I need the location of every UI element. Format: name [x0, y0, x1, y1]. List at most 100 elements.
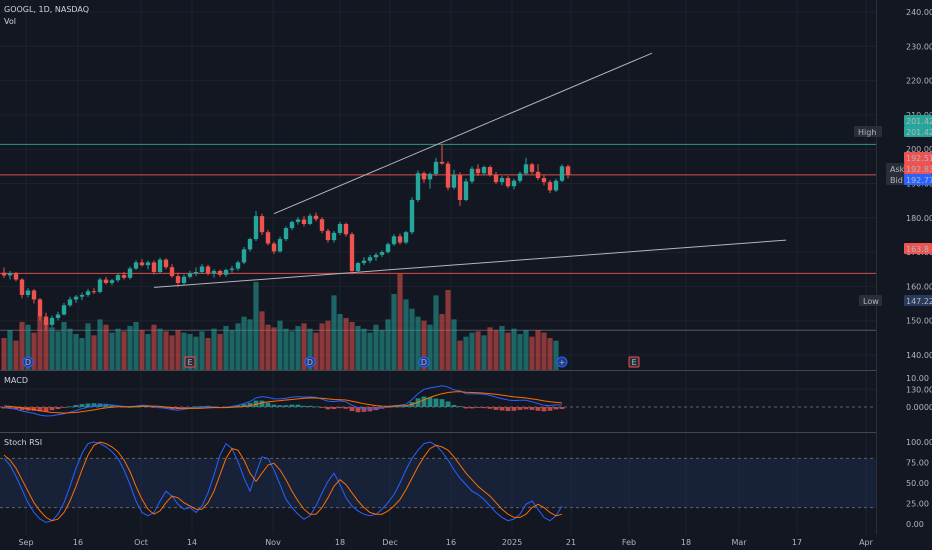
volume-bar [373, 324, 379, 370]
event-markers[interactable]: D E D D + E [22, 356, 640, 368]
candle-body [85, 291, 91, 295]
volume-bar [85, 323, 91, 370]
volume-bar [139, 330, 145, 370]
candle-body [385, 244, 391, 253]
price-label-box [904, 152, 932, 163]
macd-histogram-bar [289, 404, 295, 407]
candle-body [481, 167, 487, 174]
candle-body [7, 273, 13, 276]
volume-bar [517, 334, 523, 370]
y-tick-label: 240.00 [906, 8, 932, 17]
candle-body [31, 290, 37, 300]
candle-body [433, 161, 439, 174]
volume-bar [13, 340, 19, 370]
price-label-box [904, 295, 932, 306]
volume-bar [97, 319, 103, 370]
candle-body [565, 166, 571, 175]
candle-body [205, 266, 211, 274]
candle-body [277, 239, 283, 252]
volume-bar [397, 274, 403, 370]
volume-bar [427, 324, 433, 370]
candle-body [325, 230, 331, 241]
volume-bar [7, 330, 13, 370]
macd-histogram-bar [295, 404, 301, 407]
volume-bar [67, 328, 73, 370]
candle-body [61, 305, 67, 315]
candle-body [451, 174, 457, 188]
candle-body [73, 296, 79, 300]
volume-bar [481, 335, 487, 370]
volume-bar [547, 338, 553, 370]
price-label-name: Bid [890, 176, 903, 185]
candle-body [331, 232, 337, 241]
macd-histogram-bar [91, 403, 97, 407]
macd-label: MACD [4, 376, 28, 385]
x-tick-label: Apr [859, 538, 874, 547]
price-label-tag [854, 126, 882, 137]
volume-bar [91, 335, 97, 370]
stoch-rsi-pane[interactable] [0, 441, 876, 523]
volume-bar [469, 332, 475, 370]
macd-histogram-bar [349, 407, 355, 412]
volume-bar [343, 318, 349, 370]
macd-histogram-bar [151, 407, 157, 408]
volume-bar [451, 319, 457, 370]
macd-histogram-bar [343, 407, 349, 409]
volume-bar [295, 326, 301, 370]
macd-histogram-bar [445, 401, 451, 407]
macd-pane[interactable] [0, 385, 876, 417]
stoch-rsi-label: Stoch RSI [4, 438, 43, 447]
volume-bar [205, 338, 211, 370]
volume-bar [49, 327, 55, 370]
macd-histogram-bar [559, 407, 565, 410]
candle-body [13, 273, 19, 280]
stoch-tick-label: 100.00 [906, 438, 932, 447]
macd-histogram-bar [49, 407, 55, 411]
volume-bar [103, 324, 109, 370]
macd-histogram-bar [199, 406, 205, 407]
price-label-name: Ask [890, 165, 905, 174]
price-label-tag [859, 295, 882, 306]
volume-bar [151, 324, 157, 370]
macd-tick-label: 10.00 [906, 374, 929, 383]
x-tick-label: 18 [335, 538, 345, 547]
trendlines[interactable] [153, 52, 787, 288]
volume-bar [181, 332, 187, 370]
candles[interactable] [1, 144, 571, 331]
candle-body [343, 223, 349, 235]
price-label-value: 192.83 [906, 165, 932, 174]
macd-histogram-bar [469, 407, 475, 409]
candle-body [547, 182, 553, 191]
candle-body [271, 243, 277, 252]
candle-body [379, 252, 385, 255]
event-letter: + [559, 358, 566, 367]
macd-histogram-bar [271, 404, 277, 407]
candle-body [511, 180, 517, 187]
candle-body [289, 221, 295, 229]
symbol-title[interactable]: GOOGL, 1D, NASDAQ [4, 5, 90, 14]
macd-histogram-bar [283, 405, 289, 407]
x-tick-label: Sep [18, 538, 33, 547]
volume-bar [19, 322, 25, 370]
volume-bar [325, 320, 331, 370]
candle-body [415, 173, 421, 200]
candle-body [391, 236, 397, 245]
price-label-tag [886, 163, 909, 174]
candle-body [79, 294, 85, 297]
candle-body [145, 262, 151, 266]
macd-histogram-bar [247, 402, 253, 407]
macd-histogram-bar [85, 403, 91, 407]
macd-histogram-bar [145, 406, 151, 408]
candle-body [43, 316, 49, 325]
volume-bar [247, 319, 253, 370]
candle-body [559, 166, 565, 181]
volume-bar [133, 322, 139, 370]
candle-body [301, 219, 307, 224]
candle-body [319, 219, 325, 231]
macd-histogram-bar [277, 405, 283, 407]
macd-histogram-bar [535, 407, 541, 411]
candle-body [553, 180, 559, 191]
candle-body [19, 279, 25, 295]
volume-bar [433, 295, 439, 370]
